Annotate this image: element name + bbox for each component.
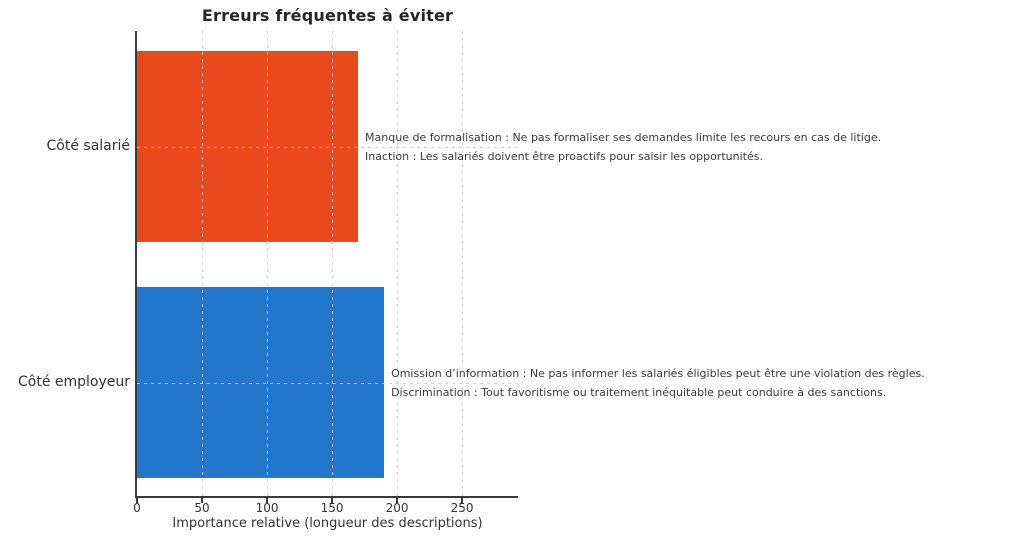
gridline-vertical — [267, 31, 269, 497]
gridline-vertical — [462, 31, 464, 497]
x-tick-label: 0 — [133, 501, 141, 515]
x-axis-label: Importance relative (longueur des descri… — [172, 516, 483, 531]
annotation-line: Inaction : Les salariés doivent être pro… — [365, 149, 763, 163]
y-axis-spine — [135, 31, 137, 498]
gridline-horizontal — [137, 146, 518, 148]
x-tick-mark — [461, 498, 464, 503]
annotation-line: Omission d’information : Ne pas informer… — [391, 366, 925, 380]
y-tick-label: Côté employeur — [17, 373, 130, 390]
x-tick-mark — [136, 498, 138, 503]
x-tick-label: 50 — [194, 501, 210, 515]
gridline-vertical — [397, 31, 399, 497]
gridline-vertical — [202, 31, 204, 497]
x-tick-label: 150 — [320, 501, 344, 515]
bar-annotation: Omission d’information : Ne pas informer… — [391, 364, 925, 402]
chart-title: Erreurs fréquentes à éviter — [201, 6, 454, 25]
annotation-line: Manque de formalisation : Ne pas formali… — [365, 130, 882, 144]
gridline-horizontal — [137, 382, 518, 384]
x-axis-spine — [135, 496, 518, 498]
x-tick-label: 200 — [385, 501, 409, 515]
gridline-vertical — [332, 31, 334, 497]
y-tick-label: Côté salarié — [46, 137, 131, 154]
x-tick-mark — [396, 498, 399, 503]
x-tick-label: 250 — [450, 501, 474, 515]
x-tick-mark — [266, 498, 269, 503]
x-tick-mark — [331, 498, 334, 503]
x-tick-label: 100 — [255, 501, 279, 515]
bar-annotation: Manque de formalisation : Ne pas formali… — [365, 128, 881, 166]
x-tick-mark — [201, 498, 204, 503]
annotation-line: Discrimination : Tout favoritisme ou tra… — [391, 385, 887, 399]
